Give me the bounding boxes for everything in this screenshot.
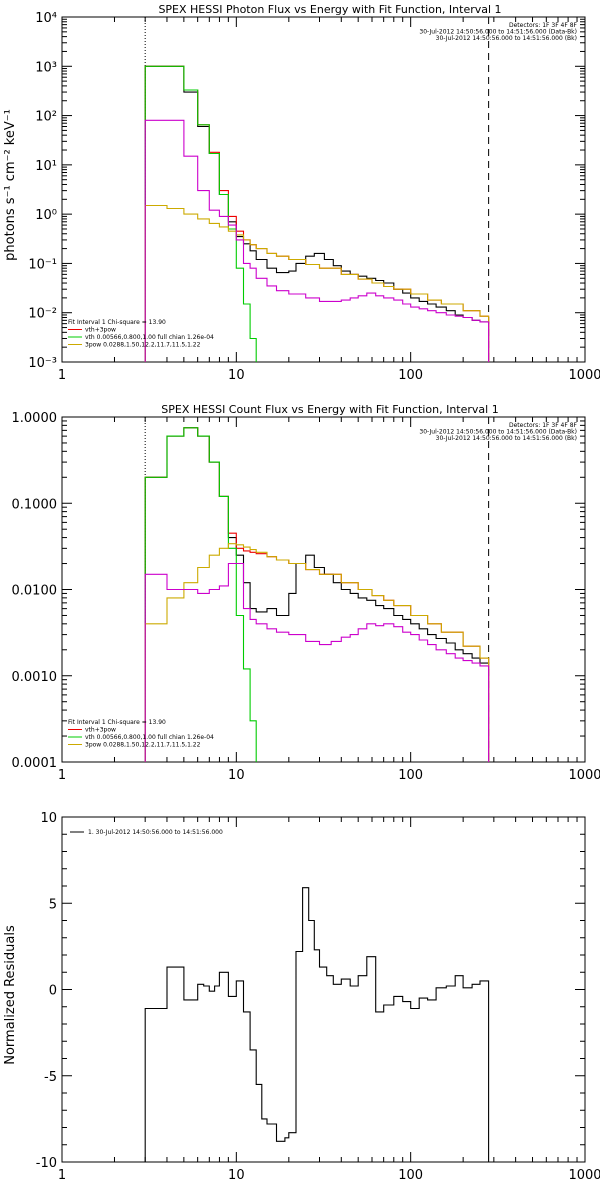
panel2-legend-top-right-entry: Detectors: 1F 3F 4F 8F <box>509 422 578 429</box>
panel3-axes-frame <box>61 816 586 1163</box>
panel1-legend-bottom-left-entry: 3pow 0.0288,1.50,12.2,11.7,11.5,1.22 <box>85 342 201 349</box>
panel1-legend-bottom-left-entry: Fit Interval 1 Chi-square = 13.90 <box>68 319 166 326</box>
panel2-series-4 <box>144 562 490 762</box>
panel2-legend-bottom-left-entry: 3pow 0.0288,1.50,12.2,11.7,11.5,1.22 <box>85 742 201 749</box>
panel3-y-tick-label: -5 <box>44 1070 57 1085</box>
panel1-series-4 <box>144 119 490 362</box>
panel1-y-tick-label: 10⁴ <box>35 11 57 26</box>
panel2-x-tick-label: 10 <box>228 768 245 783</box>
panel1-y-tick-label: 10¹ <box>35 159 57 174</box>
panel1-x-tick-label: 100 <box>398 368 423 383</box>
panel1-legend-top-right-entry: Detectors: 1F 3F 4F 8F <box>509 22 578 29</box>
panel1-y-tick-label: 10⁻² <box>28 307 57 322</box>
panel2-x-tick-label: 1 <box>58 768 66 783</box>
panel1-legend-top-right-entry: 30-Jul-2012 14:50:56.000 to 14:51:56.000… <box>436 35 577 42</box>
panel1-y-tick-label: 10⁰ <box>35 208 57 223</box>
panel1-legend-bottom-left-entry: vth 0.00566,0.800,1.00 full chian 1.26e-… <box>85 334 214 341</box>
panel1-legend-bottom-left-entry: vth+3pow <box>85 327 116 334</box>
panel2-legend-bottom-left-entry: vth 0.00566,0.800,1.00 full chian 1.26e-… <box>85 734 214 741</box>
panel1-ylabel: photons s⁻¹ cm⁻² keV⁻¹ <box>3 109 18 261</box>
panel1-y-tick-label: 10² <box>35 110 57 125</box>
panel2-series-0 <box>144 427 490 762</box>
panel2-legend-top-right-entry: 30-Jul-2012 14:50:56.000 to 14:51:56.000… <box>419 429 577 436</box>
panel2-series-3 <box>144 543 490 762</box>
panel3-y-tick-label: 10 <box>40 811 57 826</box>
panel3-x-tick-label: 10 <box>228 1168 245 1183</box>
panel2-x-tick-label: 100 <box>398 768 423 783</box>
panel3-y-tick-label: 0 <box>49 984 57 999</box>
panel1-title: SPEX HESSI Photon Flux vs Energy with Fi… <box>158 3 501 16</box>
panel3-x-tick-label: 100 <box>398 1168 423 1183</box>
panel2-series-2 <box>144 427 257 762</box>
panel2-y-tick-label: 0.0100 <box>12 584 58 599</box>
panel3-ylabel: Normalized Residuals <box>3 925 18 1065</box>
panel3-x-tick-label: 1 <box>58 1168 66 1183</box>
panel1-series-0 <box>144 65 490 362</box>
panel1-legend-top-right-entry: 30-Jul-2012 14:50:56.000 to 14:51:56.000… <box>419 29 577 36</box>
panel2-legend-bottom-left-entry: Fit Interval 1 Chi-square = 13.90 <box>68 719 166 726</box>
panel3-legend-top-left-entry: 1. 30-Jul-2012 14:50:56.000 to 14:51:56.… <box>88 829 223 836</box>
panel1-x-tick-label: 10 <box>228 368 245 383</box>
panel2-y-tick-label: 1.0000 <box>12 411 58 426</box>
panel2-series-1 <box>144 427 490 762</box>
panel2-y-tick-label: 0.0010 <box>12 670 58 685</box>
panel3-x-tick-label: 1000 <box>568 1168 600 1183</box>
panel1-x-tick-label: 1000 <box>568 368 600 383</box>
panel2-y-tick-label: 0.1000 <box>12 497 58 512</box>
panel1-y-tick-label: 10⁻¹ <box>28 257 57 272</box>
panel2-y-tick-label: 0.0001 <box>12 756 58 771</box>
panel2-x-tick-label: 1000 <box>568 768 600 783</box>
panel3-y-tick-label: 5 <box>49 897 57 912</box>
panel2-axes-frame <box>61 416 586 763</box>
panel1-axes-frame <box>61 16 586 363</box>
panel3-y-tick-label: -10 <box>36 1156 57 1171</box>
panel2-legend-top-right-entry: 30-Jul-2012 14:50:56.000 to 14:51:56.000… <box>436 435 577 442</box>
panel1-y-tick-label: 10³ <box>35 60 57 75</box>
panel3-series-0 <box>144 887 490 1162</box>
panel1-series-3 <box>144 204 490 362</box>
panel2-title: SPEX HESSI Count Flux vs Energy with Fit… <box>161 403 498 416</box>
panel2-legend-bottom-left-entry: vth+3pow <box>85 727 116 734</box>
panel1-x-tick-label: 1 <box>58 368 66 383</box>
panel1-y-tick-label: 10⁻³ <box>28 356 57 371</box>
panel1-series-2 <box>144 65 257 362</box>
